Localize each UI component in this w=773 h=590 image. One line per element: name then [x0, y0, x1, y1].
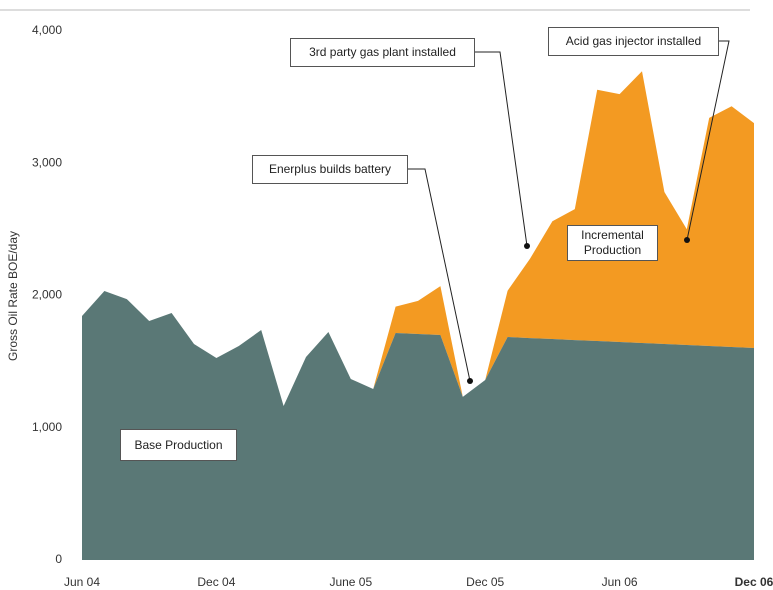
y-axis-label: Gross Oil Rate BOE/day [6, 231, 20, 361]
annotation-dot [467, 378, 473, 384]
annotation-dot [524, 243, 530, 249]
area [82, 71, 754, 407]
annotation: Enerplus builds battery [252, 155, 408, 184]
annotation: 3rd party gas plant installed [290, 38, 475, 67]
annotation-leader [475, 51, 528, 247]
series-label: Incremental Production [567, 225, 658, 261]
y-tick-label: 1,000 [32, 420, 62, 434]
y-tick-label: 4,000 [32, 23, 62, 37]
x-tick-label: Jun 04 [64, 575, 100, 589]
area [82, 291, 754, 560]
y-tick-label: 0 [55, 552, 62, 566]
x-tick-label: Dec 04 [197, 575, 235, 589]
y-tick-label: 3,000 [32, 155, 62, 169]
annotation-leader [686, 40, 730, 241]
annotation-dot [684, 237, 690, 243]
x-tick-label: Jun 06 [602, 575, 638, 589]
annotation-leader [408, 168, 471, 382]
annotation: Acid gas injector installed [548, 27, 719, 56]
x-tick-label: Dec 05 [466, 575, 504, 589]
x-tick-label: June 05 [329, 575, 372, 589]
y-tick-label: 2,000 [32, 288, 62, 302]
x-tick-label: Dec 06 [735, 575, 773, 589]
series-label: Base Production [120, 429, 237, 461]
